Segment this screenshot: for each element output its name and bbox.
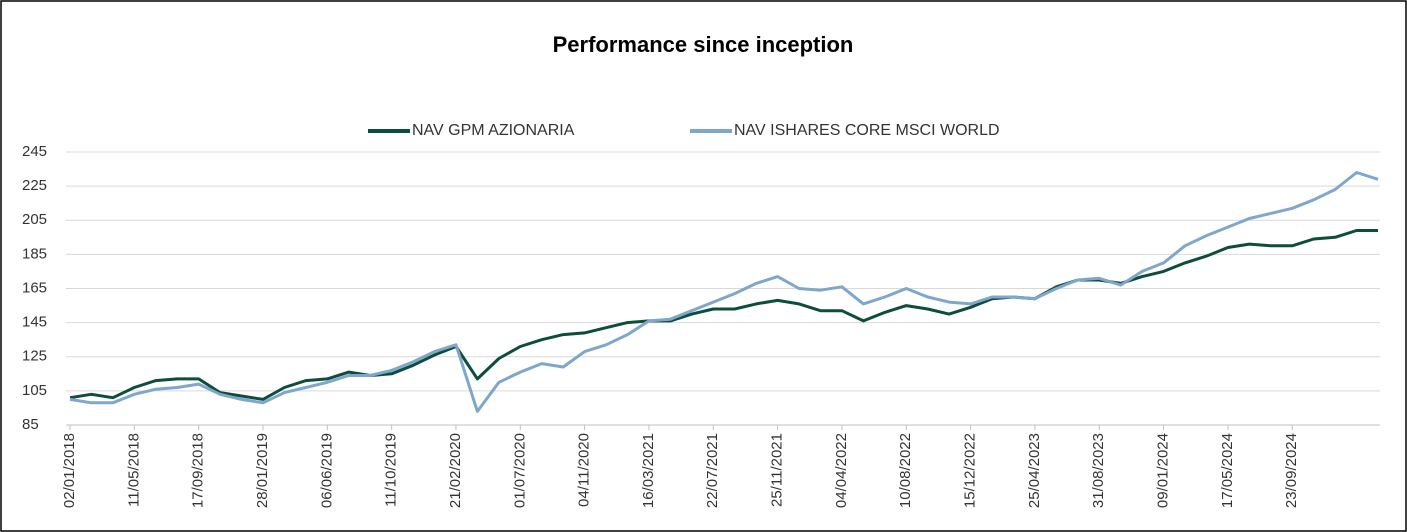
x-tick-label: 16/03/2021 bbox=[640, 433, 657, 508]
x-tick-label: 06/06/2019 bbox=[318, 433, 335, 508]
x-tick-label: 23/09/2024 bbox=[1283, 433, 1300, 508]
x-tick-label: 11/10/2019 bbox=[383, 433, 400, 507]
x-tick-label: 25/11/2021 bbox=[769, 433, 786, 507]
x-tick-label: 25/04/2023 bbox=[1026, 433, 1043, 508]
x-tick-label: 10/08/2022 bbox=[897, 433, 914, 508]
y-tick-label: 85 bbox=[22, 416, 39, 433]
x-tick-label: 22/07/2021 bbox=[704, 433, 721, 508]
y-tick-label: 105 bbox=[22, 382, 47, 399]
x-tick-label: 28/01/2019 bbox=[254, 433, 271, 508]
chart-title: Performance since inception bbox=[553, 32, 854, 57]
x-tick-label: 09/01/2024 bbox=[1155, 433, 1172, 508]
x-tick-label: 17/09/2018 bbox=[190, 433, 207, 508]
x-tick-label: 04/11/2020 bbox=[576, 433, 593, 507]
y-tick-label: 145 bbox=[22, 314, 47, 331]
legend-label: NAV ISHARES CORE MSCI WORLD bbox=[734, 122, 1000, 139]
x-tick-label: 21/02/2020 bbox=[447, 433, 464, 508]
y-tick-label: 125 bbox=[22, 348, 47, 365]
legend-label: NAV GPM AZIONARIA bbox=[412, 122, 575, 139]
series-line bbox=[69, 229, 1378, 401]
x-tick-label: 31/08/2023 bbox=[1090, 433, 1107, 508]
x-tick-label: 01/07/2020 bbox=[511, 433, 528, 508]
series-line bbox=[69, 171, 1379, 413]
y-tick-label: 225 bbox=[22, 177, 47, 194]
x-tick-label: 04/04/2022 bbox=[833, 433, 850, 508]
x-tick-label: 02/01/2018 bbox=[61, 433, 78, 508]
y-tick-label: 245 bbox=[22, 143, 47, 160]
x-tick-label: 15/12/2022 bbox=[962, 433, 979, 508]
y-tick-label: 185 bbox=[22, 245, 47, 262]
x-tick-label: 11/05/2018 bbox=[125, 433, 142, 507]
x-tick-label: 17/05/2024 bbox=[1219, 433, 1236, 508]
y-tick-label: 165 bbox=[22, 279, 47, 296]
y-tick-label: 205 bbox=[22, 211, 47, 228]
